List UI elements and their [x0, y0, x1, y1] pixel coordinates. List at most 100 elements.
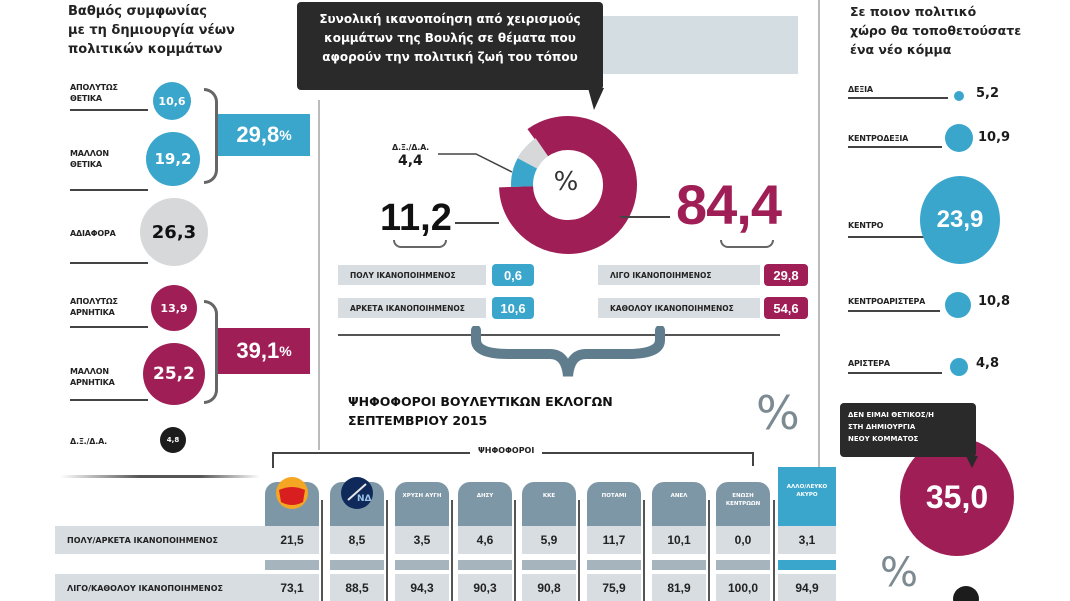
underline	[848, 97, 948, 99]
underline	[70, 189, 148, 191]
satisfied-brace	[393, 240, 447, 248]
col-sep	[321, 500, 323, 601]
underline	[70, 109, 148, 111]
unsatisfied-leader-line	[620, 216, 670, 218]
nd-logo-icon: NΔ	[341, 477, 373, 509]
underline	[70, 262, 148, 264]
party-head-union-centrists: ΕΝΩΣΗ ΚΕΝΤΡΩΩΝ	[716, 482, 770, 526]
divider-left	[318, 100, 320, 450]
donut-center-percent: %	[553, 167, 579, 197]
syriza-logo-icon	[276, 477, 308, 509]
underline	[70, 399, 148, 401]
satisfaction-donut	[499, 116, 637, 254]
underline	[848, 372, 942, 374]
bubble-indifferent: 26,3	[140, 198, 208, 266]
value-centre-right: 10,9	[978, 130, 1011, 145]
bubble-absolutely-negative: 13,9	[151, 285, 197, 331]
chip-not-satisfied: 54,6	[764, 297, 808, 319]
cell-disy-unsatisfied: 90,3	[458, 574, 512, 601]
label-indifferent: ΑΔΙΑΦΟΡΑ	[70, 229, 116, 238]
party-head-disy: ΔΗΣΥ	[458, 482, 512, 526]
cell-union-centrists-unsatisfied: 100,0	[716, 574, 770, 601]
label-centre-right: ΚΕΝΤΡΟΔΕΞΙΑ	[848, 134, 909, 143]
col-sep	[708, 500, 710, 601]
table-top-rule	[60, 475, 260, 478]
chip-quite-satisfied: 10,6	[492, 297, 534, 319]
row-label-unsatisfied: ΛΙΓΟ/ΚΑΘΟΛΟΥ ΙΚΑΝΟΠΟΙΗΜΕΝΟΣ	[55, 574, 265, 601]
divider-right	[818, 0, 820, 470]
chip-little-satisfied: 29,8	[764, 264, 808, 286]
col-sep	[451, 500, 453, 601]
label-dk-na: Δ.Ξ./Δ.Α.	[70, 437, 107, 446]
party-head-kke: ΚΚΕ	[522, 482, 576, 526]
cell-anel-satisfied: 10,1	[652, 526, 706, 554]
col-sep	[643, 500, 645, 601]
voters-header-tick-right	[752, 452, 754, 466]
cell-other-unsatisfied: 94,9	[778, 574, 836, 601]
negative-total-tag: 39,1%	[218, 328, 310, 374]
col-sep	[578, 500, 580, 601]
cell-potami-satisfied: 11,7	[587, 526, 641, 554]
bubble-centre-right	[945, 124, 973, 152]
sep	[265, 560, 319, 570]
bubble-dk-na: 4,8	[160, 427, 186, 453]
left-panel-title: Βαθμός συμφωνίας με τη δημιουργία νέων π…	[68, 4, 235, 57]
cell-kke-unsatisfied: 90,8	[522, 574, 576, 601]
tooltip-tail	[966, 456, 978, 468]
bubble-centre: 23,9	[920, 176, 1000, 264]
bubble-right	[954, 91, 964, 101]
row-label-satisfied: ΠΟΛΥ/ΑΡΚΕΤΑ ΙΚΑΝΟΠΟΙΗΜΕΝΟΣ	[55, 526, 265, 554]
col-sep	[514, 500, 516, 601]
right-panel-title: Σε ποιον πολιτικό χώρο θα τοποθετούσατε …	[850, 4, 1022, 57]
party-head-anel: ΑΝΕΛ	[652, 482, 706, 526]
party-head-nd: NΔ	[330, 477, 384, 526]
voters-header-tick-left	[272, 452, 274, 468]
label-left: ΑΡΙΣΤΕΡΑ	[848, 359, 890, 368]
underline	[848, 146, 942, 148]
bubble-left	[950, 358, 968, 376]
satisfaction-tooltip: Συνολική ικανοποίηση από χειρισμούς κομμ…	[297, 2, 603, 90]
underline	[848, 310, 940, 312]
label-rather-negative: ΜΑΛΛΟΝ ΑΡΝΗΤΙΚΑ	[70, 367, 115, 387]
sep	[652, 560, 706, 570]
value-centre-left: 10,8	[978, 294, 1011, 309]
voters-percent-sign: %	[756, 386, 800, 440]
col-sep	[773, 500, 775, 601]
donut-dna-value: 4,4	[398, 153, 423, 169]
label-absolutely-negative: ΑΠΟΛΥΤΩΣ ΑΡΝΗΤΙΚΑ	[70, 297, 118, 317]
not-positive-tooltip: ΔΕΝ ΕΙΜΑΙ ΘΕΤΙΚΟΣ/Η ΣΤΗ ΔΗΜΙΟΥΡΓΙΑ ΝΕΟΥ …	[840, 403, 976, 457]
negative-brace	[204, 300, 218, 404]
cell-anel-unsatisfied: 81,9	[652, 574, 706, 601]
sep	[458, 560, 512, 570]
dna-leader-line	[438, 153, 513, 173]
label-rather-positive: ΜΑΛΛΟΝ ΘΕΤΙΚΑ	[70, 149, 109, 169]
right-percent-sign: %	[880, 550, 919, 596]
cell-union-centrists-satisfied: 0,0	[716, 526, 770, 554]
row-little-satisfied: ΛΙΓΟ ΙΚΑΝΟΠΟΙΗΜΕΝΟΣ	[598, 265, 760, 285]
cell-nd-unsatisfied: 88,5	[330, 574, 384, 601]
bubble-absolutely-positive: 10,6	[153, 82, 191, 120]
satisfied-leader-line	[455, 222, 499, 224]
bubble-dk-na-right	[953, 586, 979, 601]
sep	[778, 560, 836, 570]
cell-kke-satisfied: 5,9	[522, 526, 576, 554]
label-right: ΔΕΞΙΑ	[848, 85, 873, 94]
cell-nd-satisfied: 8,5	[330, 526, 384, 554]
donut-dna-label: Δ.Ξ./Δ.Α.	[392, 143, 429, 152]
satisfied-total: 11,2	[380, 197, 452, 239]
value-right: 5,2	[976, 86, 1000, 101]
positive-total-tag: 29,8%	[218, 114, 310, 156]
party-head-golden-dawn: ΧΡΥΣΗ ΑΥΓΗ	[395, 482, 449, 526]
bubble-rather-negative: 25,2	[143, 343, 205, 405]
label-absolutely-positive: ΑΠΟΛΥΤΩΣ ΘΕΤΙΚΑ	[70, 83, 118, 103]
unsatisfied-brace	[720, 240, 774, 248]
center-big-brace	[471, 326, 665, 377]
center-rule	[338, 334, 780, 336]
label-centre-left: ΚΕΝΤΡΟΑΡΙΣΤΕΡΑ	[848, 297, 926, 306]
party-head-potami: ΠΟΤΑΜΙ	[587, 482, 641, 526]
cell-syriza-satisfied: 21,5	[265, 526, 319, 554]
sep	[522, 560, 576, 570]
sep	[330, 560, 384, 570]
voters-header-label: ΨΗΦΟΦΟΡΟΙ	[470, 446, 543, 455]
tooltip-tail	[588, 88, 604, 110]
